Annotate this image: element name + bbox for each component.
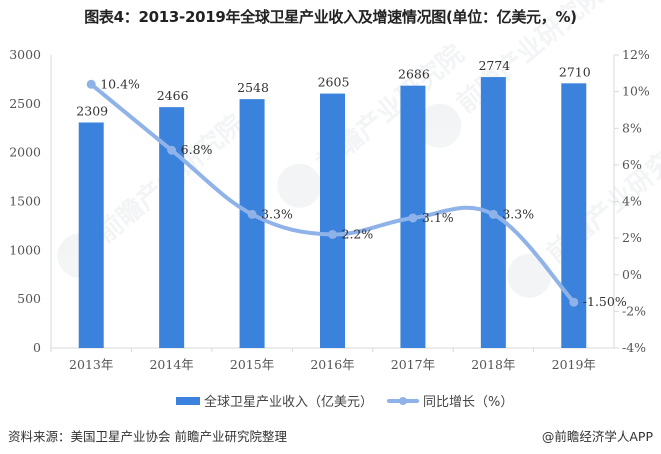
watermark-text: 前瞻产业研究院 [541, 128, 661, 269]
growth-value-label: 10.4% [100, 76, 140, 91]
growth-point [86, 79, 96, 89]
line-series [86, 79, 579, 307]
source-note: 资料来源：美国卫星产业协会 前瞻产业研究院整理 [8, 429, 287, 444]
growth-value-label: 6.8% [181, 142, 213, 157]
left-tick-label: 3000 [9, 47, 41, 62]
x-tick-label: 2019年 [552, 357, 596, 372]
x-tick-label: 2017年 [391, 357, 435, 372]
left-tick-label: 1000 [9, 242, 41, 257]
x-tick-label: 2014年 [149, 357, 193, 372]
right-tick-label: -2% [622, 303, 646, 318]
legend-bar-swatch [176, 396, 200, 405]
growth-point [247, 209, 257, 219]
chart-title: 图表4：2013-2019年全球卫星产业收入及增速情况图(单位：亿美元，%) [84, 8, 577, 26]
growth-point [167, 145, 177, 155]
legend-item-growth: 同比增长（%） [387, 391, 513, 410]
growth-point [408, 213, 418, 223]
line-labels: 10.4% 6.8% 3.3% 2.2% 3.1% 3.3% -1.50% [100, 76, 627, 309]
right-tick-label: -4% [622, 340, 646, 355]
left-tick-label: 0 [33, 340, 41, 355]
credit-note: @前瞻经济学人APP [541, 429, 653, 444]
growth-value-label: 2.2% [342, 226, 374, 241]
bar-value-label: 2466 [157, 88, 189, 103]
x-tick-label: 2013年 [69, 357, 113, 372]
bar-value-label: 2309 [76, 103, 108, 118]
bar [239, 99, 265, 349]
left-tick-label: 500 [17, 291, 41, 306]
growth-value-label: 3.1% [422, 210, 454, 225]
legend-label-revenue: 全球卫星产业收入（亿美元） [204, 395, 374, 410]
bar-value-label: 2774 [478, 58, 510, 73]
watermark-logo-icon [507, 253, 552, 298]
growth-point [488, 209, 498, 219]
legend-item-revenue: 全球卫星产业收入（亿美元） [176, 391, 373, 410]
right-tick-label: 2% [622, 230, 642, 245]
right-tick-label: 8% [622, 120, 642, 135]
bar-value-label: 2605 [318, 75, 350, 90]
bar-value-label: 2710 [559, 64, 591, 79]
right-tick-label: 10% [622, 84, 650, 99]
growth-point [328, 229, 337, 239]
x-tick-label: 2016年 [310, 357, 354, 372]
left-tick-label: 2500 [9, 96, 41, 111]
growth-value-label: -1.50% [583, 294, 627, 309]
right-tick-label: 0% [622, 267, 642, 282]
legend: 全球卫星产业收入（亿美元） 同比增长（%） [0, 391, 661, 411]
legend-label-growth: 同比增长（%） [423, 395, 514, 410]
x-tick-label: 2018年 [471, 357, 515, 372]
right-tick-label: 12% [622, 47, 650, 62]
watermark-logo-icon [277, 163, 322, 208]
right-tick-label: 6% [622, 157, 642, 172]
right-tick-label: 4% [622, 194, 642, 209]
growth-point [569, 297, 579, 307]
bar-labels: 2309 2466 2548 2605 2686 2774 2710 [76, 58, 590, 118]
bar [320, 93, 345, 348]
bar-value-label: 2686 [398, 67, 430, 82]
watermark-logo-icon [417, 103, 462, 148]
growth-value-label: 3.3% [261, 206, 293, 221]
bar [78, 122, 104, 348]
legend-line-swatch [387, 396, 419, 405]
bar-value-label: 2548 [237, 80, 269, 95]
left-tick-label: 1500 [9, 194, 41, 209]
left-tick-label: 2000 [9, 145, 41, 160]
growth-value-label: 3.3% [502, 206, 534, 221]
x-tick-label: 2015年 [230, 357, 274, 372]
